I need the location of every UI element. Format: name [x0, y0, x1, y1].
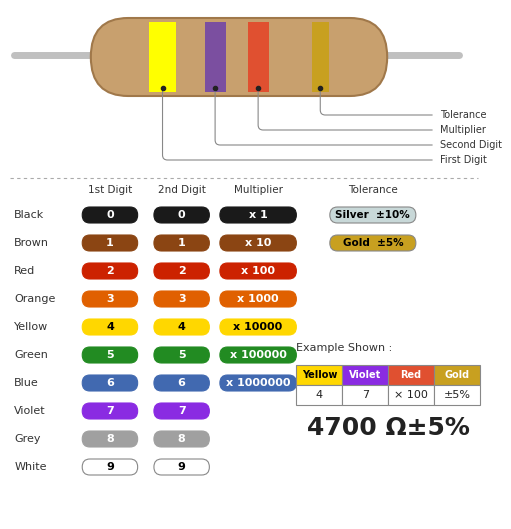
- Bar: [296, 365, 342, 385]
- FancyBboxPatch shape: [82, 235, 137, 251]
- Text: Green: Green: [14, 350, 48, 360]
- Text: 5: 5: [106, 350, 114, 360]
- Text: 6: 6: [106, 378, 114, 388]
- FancyBboxPatch shape: [154, 207, 210, 223]
- Text: 3: 3: [178, 294, 185, 304]
- FancyBboxPatch shape: [330, 235, 416, 251]
- FancyBboxPatch shape: [82, 263, 137, 279]
- Text: x 100000: x 100000: [229, 350, 287, 360]
- Text: 0: 0: [178, 210, 185, 220]
- Text: Violet: Violet: [14, 406, 46, 416]
- Text: x 1: x 1: [249, 210, 267, 220]
- Text: Grey: Grey: [14, 434, 41, 444]
- Text: Red: Red: [14, 266, 36, 276]
- Text: 7: 7: [178, 406, 185, 416]
- Text: 4700 Ω±5%: 4700 Ω±5%: [307, 416, 470, 440]
- FancyBboxPatch shape: [154, 347, 210, 363]
- FancyBboxPatch shape: [220, 375, 296, 391]
- FancyBboxPatch shape: [82, 403, 137, 419]
- FancyBboxPatch shape: [82, 347, 137, 363]
- Text: x 10000: x 10000: [234, 322, 283, 332]
- FancyBboxPatch shape: [82, 291, 137, 307]
- Text: Gold: Gold: [445, 370, 470, 380]
- Text: 6: 6: [178, 378, 185, 388]
- Text: 9: 9: [106, 462, 114, 472]
- Text: 4: 4: [106, 322, 114, 332]
- FancyBboxPatch shape: [82, 207, 137, 223]
- Text: 4: 4: [178, 322, 185, 332]
- FancyBboxPatch shape: [91, 18, 387, 96]
- Bar: [388, 365, 434, 385]
- Bar: [296, 385, 342, 405]
- Text: 1: 1: [106, 238, 114, 248]
- Bar: [204, 22, 226, 92]
- FancyBboxPatch shape: [220, 263, 296, 279]
- FancyBboxPatch shape: [82, 459, 137, 475]
- Text: Gold  ±5%: Gold ±5%: [342, 238, 403, 248]
- Text: x 100: x 100: [241, 266, 275, 276]
- FancyBboxPatch shape: [154, 431, 210, 447]
- Text: 5: 5: [178, 350, 185, 360]
- FancyBboxPatch shape: [154, 235, 210, 251]
- Bar: [312, 22, 329, 92]
- Text: x 10: x 10: [245, 238, 271, 248]
- Text: 2: 2: [106, 266, 114, 276]
- Bar: [434, 365, 480, 385]
- Bar: [149, 22, 176, 92]
- Text: Red: Red: [401, 370, 422, 380]
- Text: Tolerance: Tolerance: [348, 185, 398, 195]
- FancyBboxPatch shape: [154, 319, 210, 335]
- Text: 2: 2: [178, 266, 185, 276]
- FancyBboxPatch shape: [82, 319, 137, 335]
- Text: Violet: Violet: [349, 370, 381, 380]
- FancyBboxPatch shape: [154, 375, 210, 391]
- Text: × 100: × 100: [394, 390, 428, 400]
- Text: 3: 3: [106, 294, 114, 304]
- Text: Silver  ±10%: Silver ±10%: [336, 210, 410, 220]
- Text: ±5%: ±5%: [444, 390, 471, 400]
- FancyBboxPatch shape: [154, 291, 210, 307]
- Text: First Digit: First Digit: [440, 155, 486, 165]
- Text: Example Shown :: Example Shown :: [296, 343, 392, 353]
- FancyBboxPatch shape: [220, 291, 296, 307]
- Bar: [342, 385, 388, 405]
- Text: Yellow: Yellow: [301, 370, 337, 380]
- Bar: [434, 385, 480, 405]
- Text: Brown: Brown: [14, 238, 50, 248]
- Text: 1: 1: [178, 238, 185, 248]
- Text: x 1000: x 1000: [237, 294, 279, 304]
- Text: 8: 8: [106, 434, 114, 444]
- FancyBboxPatch shape: [82, 375, 137, 391]
- Text: Yellow: Yellow: [14, 322, 49, 332]
- Text: 1st Digit: 1st Digit: [88, 185, 132, 195]
- FancyBboxPatch shape: [82, 431, 137, 447]
- Text: 7: 7: [362, 390, 369, 400]
- Text: 0: 0: [106, 210, 114, 220]
- Text: Multiplier: Multiplier: [440, 125, 485, 135]
- Text: Blue: Blue: [14, 378, 39, 388]
- FancyBboxPatch shape: [220, 347, 296, 363]
- Text: 9: 9: [178, 462, 185, 472]
- FancyBboxPatch shape: [220, 207, 296, 223]
- FancyBboxPatch shape: [220, 319, 296, 335]
- FancyBboxPatch shape: [330, 207, 416, 223]
- Text: Tolerance: Tolerance: [440, 110, 486, 120]
- Text: x 1000000: x 1000000: [226, 378, 290, 388]
- FancyBboxPatch shape: [220, 235, 296, 251]
- Bar: [388, 385, 434, 405]
- Text: 7: 7: [106, 406, 114, 416]
- FancyBboxPatch shape: [154, 403, 210, 419]
- FancyBboxPatch shape: [154, 459, 210, 475]
- Text: 4: 4: [316, 390, 323, 400]
- Text: Orange: Orange: [14, 294, 56, 304]
- FancyBboxPatch shape: [154, 263, 210, 279]
- Text: Second Digit: Second Digit: [440, 140, 502, 150]
- Text: 8: 8: [178, 434, 185, 444]
- Text: Black: Black: [14, 210, 44, 220]
- Bar: [248, 22, 269, 92]
- Bar: [342, 365, 388, 385]
- Text: White: White: [14, 462, 47, 472]
- Text: Multiplier: Multiplier: [234, 185, 283, 195]
- Text: 2nd Digit: 2nd Digit: [158, 185, 205, 195]
